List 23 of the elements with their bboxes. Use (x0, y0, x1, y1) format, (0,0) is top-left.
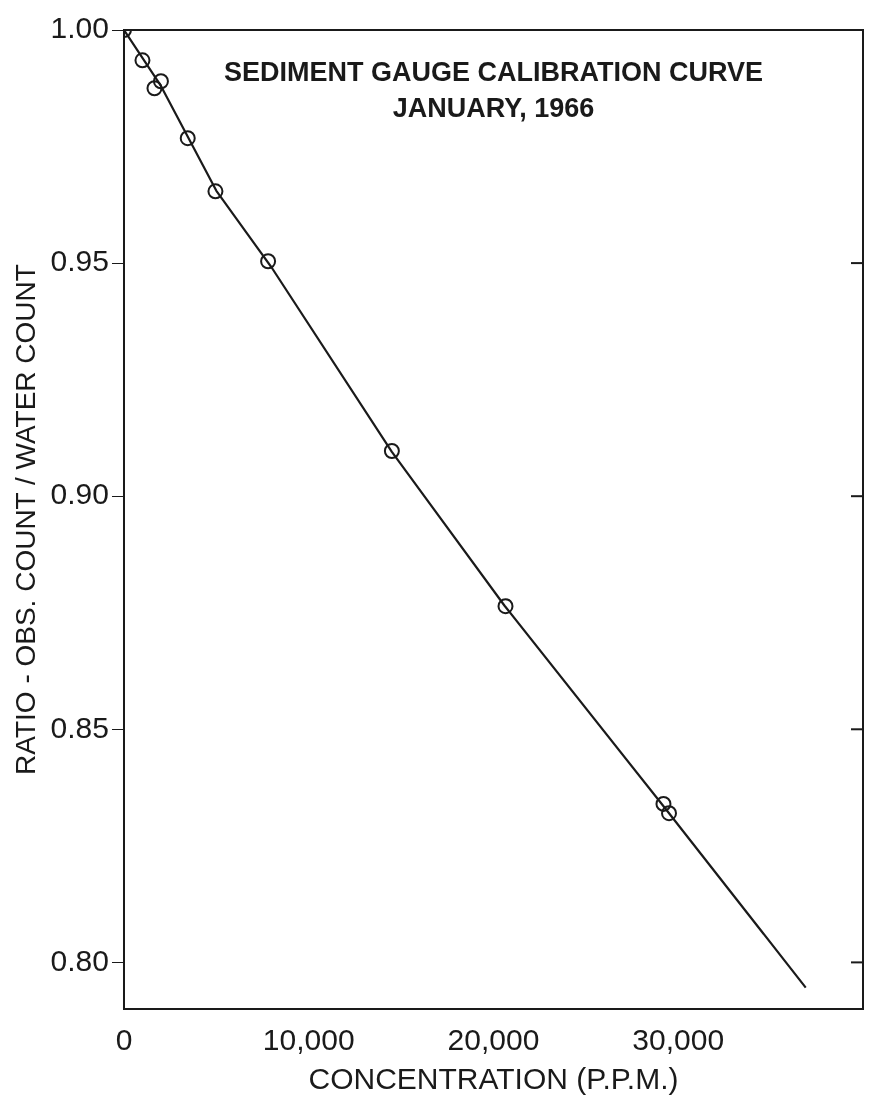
y-tick-label: 0.95 (50, 244, 109, 278)
x-axis-title: CONCENTRATION (P.P.M.) (308, 1062, 679, 1096)
point (146, 80, 163, 97)
x-tick-label: 10,000 (262, 1023, 355, 1057)
x-tick-label: 20,000 (447, 1023, 540, 1057)
y-tick-label: 1.00 (50, 11, 109, 45)
y-tick-label: 0.90 (50, 477, 109, 511)
point (179, 130, 196, 147)
point (207, 183, 224, 200)
y-tick-label: 0.80 (50, 943, 109, 977)
point (152, 73, 169, 90)
x-tick-label: 30,000 (632, 1023, 725, 1057)
point (383, 442, 400, 459)
point (655, 795, 672, 812)
text: JANUARY, 1966 (392, 92, 595, 123)
x-tick-label: 0 (115, 1023, 133, 1057)
text: SEDIMENT GAUGE CALIBRATION CURVE (223, 56, 764, 87)
y-tick-label: 0.85 (50, 710, 109, 744)
point (497, 598, 514, 615)
point (661, 805, 678, 822)
point (134, 52, 151, 69)
point (260, 253, 277, 270)
y-axis-title: RATIO - OBS. COUNT / WATER COUNT (9, 264, 41, 775)
